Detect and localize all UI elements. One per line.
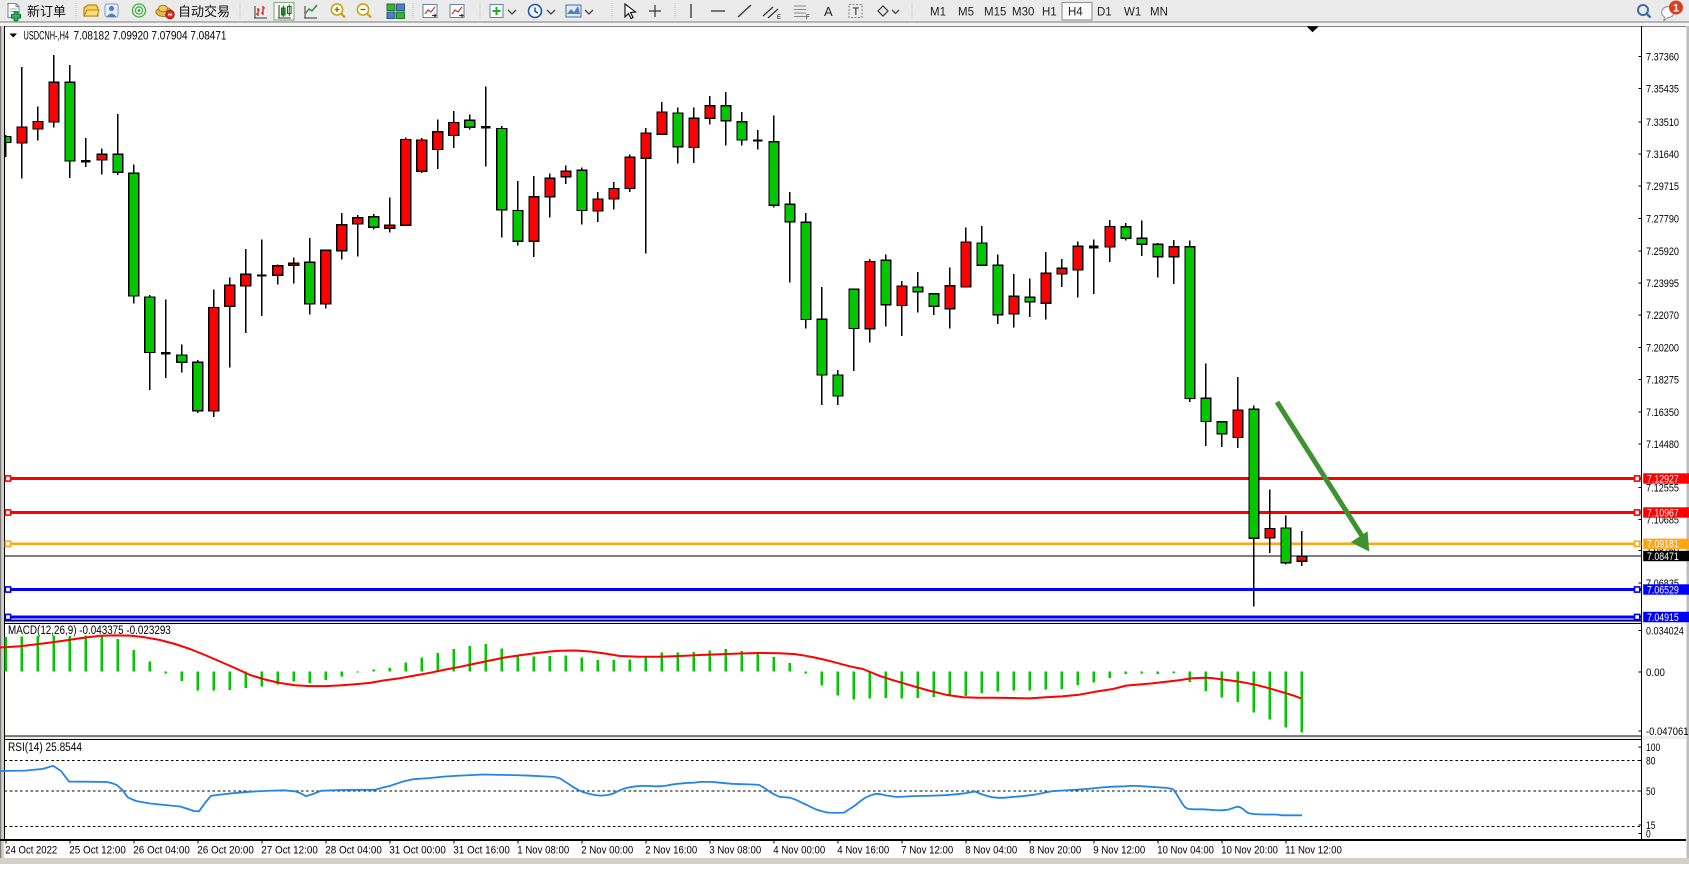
svg-text:D1: D1 <box>1097 7 1112 19</box>
svg-text:7.18275: 7.18275 <box>1646 375 1679 387</box>
svg-text:7.33510: 7.33510 <box>1646 117 1679 129</box>
svg-text:7.08182 7.09920 7.07904 7.0847: 7.08182 7.09920 7.07904 7.08471 <box>74 31 227 43</box>
svg-text:7.12927: 7.12927 <box>1647 473 1679 485</box>
svg-text:2 Nov 00:00: 2 Nov 00:00 <box>581 845 633 857</box>
svg-text:100: 100 <box>1646 742 1660 754</box>
svg-text:H1: H1 <box>1042 7 1057 19</box>
svg-text:7.10967: 7.10967 <box>1647 507 1679 519</box>
svg-text:7.25920: 7.25920 <box>1646 246 1679 258</box>
svg-text:7.16350: 7.16350 <box>1646 407 1679 419</box>
svg-text:-0.047061: -0.047061 <box>1646 726 1689 738</box>
svg-text:T: T <box>853 6 860 18</box>
svg-text:8 Nov 04:00: 8 Nov 04:00 <box>965 845 1017 857</box>
svg-text:10 Nov 04:00: 10 Nov 04:00 <box>1157 845 1214 857</box>
svg-text:H4: H4 <box>1068 7 1083 19</box>
svg-text:3 Nov 08:00: 3 Nov 08:00 <box>709 845 761 857</box>
svg-text:7.09181: 7.09181 <box>1647 539 1679 551</box>
svg-text:11 Nov 12:00: 11 Nov 12:00 <box>1285 845 1342 857</box>
svg-text:24 Oct 2022: 24 Oct 2022 <box>5 845 57 857</box>
svg-text:0.034024: 0.034024 <box>1646 625 1684 637</box>
svg-text:31 Oct 00:00: 31 Oct 00:00 <box>389 845 446 857</box>
svg-text:26 Oct 04:00: 26 Oct 04:00 <box>133 845 190 857</box>
svg-text:1: 1 <box>1673 3 1679 15</box>
svg-text:A: A <box>824 4 833 19</box>
svg-text:4 Nov 16:00: 4 Nov 16:00 <box>837 845 889 857</box>
svg-text:7.23995: 7.23995 <box>1646 278 1679 290</box>
svg-text:7.35435: 7.35435 <box>1646 83 1679 95</box>
svg-text:7.37360: 7.37360 <box>1646 52 1679 64</box>
svg-text:7.14480: 7.14480 <box>1646 439 1679 451</box>
svg-text:M30: M30 <box>1012 7 1034 19</box>
svg-text:4 Nov 00:00: 4 Nov 00:00 <box>773 845 825 857</box>
svg-text:7.20200: 7.20200 <box>1646 342 1679 354</box>
svg-text:31 Oct 16:00: 31 Oct 16:00 <box>453 845 510 857</box>
svg-text:7.08471: 7.08471 <box>1647 551 1679 563</box>
svg-text:0: 0 <box>1646 829 1651 841</box>
svg-text:新订单: 新订单 <box>27 4 66 19</box>
svg-text:1 Nov 08:00: 1 Nov 08:00 <box>517 845 569 857</box>
svg-text:M15: M15 <box>984 7 1006 19</box>
svg-text:M1: M1 <box>930 7 946 19</box>
svg-text:8 Nov 20:00: 8 Nov 20:00 <box>1029 845 1081 857</box>
svg-text:USDCNH-,H4: USDCNH-,H4 <box>24 31 70 43</box>
svg-text:26 Oct 20:00: 26 Oct 20:00 <box>197 845 254 857</box>
svg-text:MACD(12,26,9) -0.043375 -0.023: MACD(12,26,9) -0.043375 -0.023293 <box>8 625 171 637</box>
svg-text:W1: W1 <box>1124 7 1141 19</box>
svg-text:7.29715: 7.29715 <box>1646 181 1679 193</box>
svg-text:F: F <box>806 15 810 21</box>
svg-text:0.00: 0.00 <box>1646 667 1665 679</box>
svg-text:10 Nov 20:00: 10 Nov 20:00 <box>1221 845 1278 857</box>
svg-text:E: E <box>777 15 781 21</box>
svg-text:7.22070: 7.22070 <box>1646 310 1679 322</box>
svg-text:28 Oct 04:00: 28 Oct 04:00 <box>325 845 382 857</box>
svg-text:80: 80 <box>1646 755 1655 767</box>
svg-text:M5: M5 <box>958 7 974 19</box>
svg-text:7 Nov 12:00: 7 Nov 12:00 <box>901 845 953 857</box>
svg-text:2 Nov 16:00: 2 Nov 16:00 <box>645 845 697 857</box>
svg-text:50: 50 <box>1646 786 1655 798</box>
svg-text:25 Oct 12:00: 25 Oct 12:00 <box>69 845 126 857</box>
svg-text:7.04915: 7.04915 <box>1647 612 1679 624</box>
svg-text:27 Oct 12:00: 27 Oct 12:00 <box>261 845 318 857</box>
svg-text:7.31640: 7.31640 <box>1646 149 1679 161</box>
svg-text:7.27790: 7.27790 <box>1646 214 1679 226</box>
svg-text:自动交易: 自动交易 <box>178 4 230 19</box>
svg-text:7.06529: 7.06529 <box>1647 584 1679 596</box>
svg-text:9 Nov 12:00: 9 Nov 12:00 <box>1093 845 1145 857</box>
svg-text:RSI(14) 25.8544: RSI(14) 25.8544 <box>8 742 83 754</box>
svg-text:MN: MN <box>1150 7 1168 19</box>
